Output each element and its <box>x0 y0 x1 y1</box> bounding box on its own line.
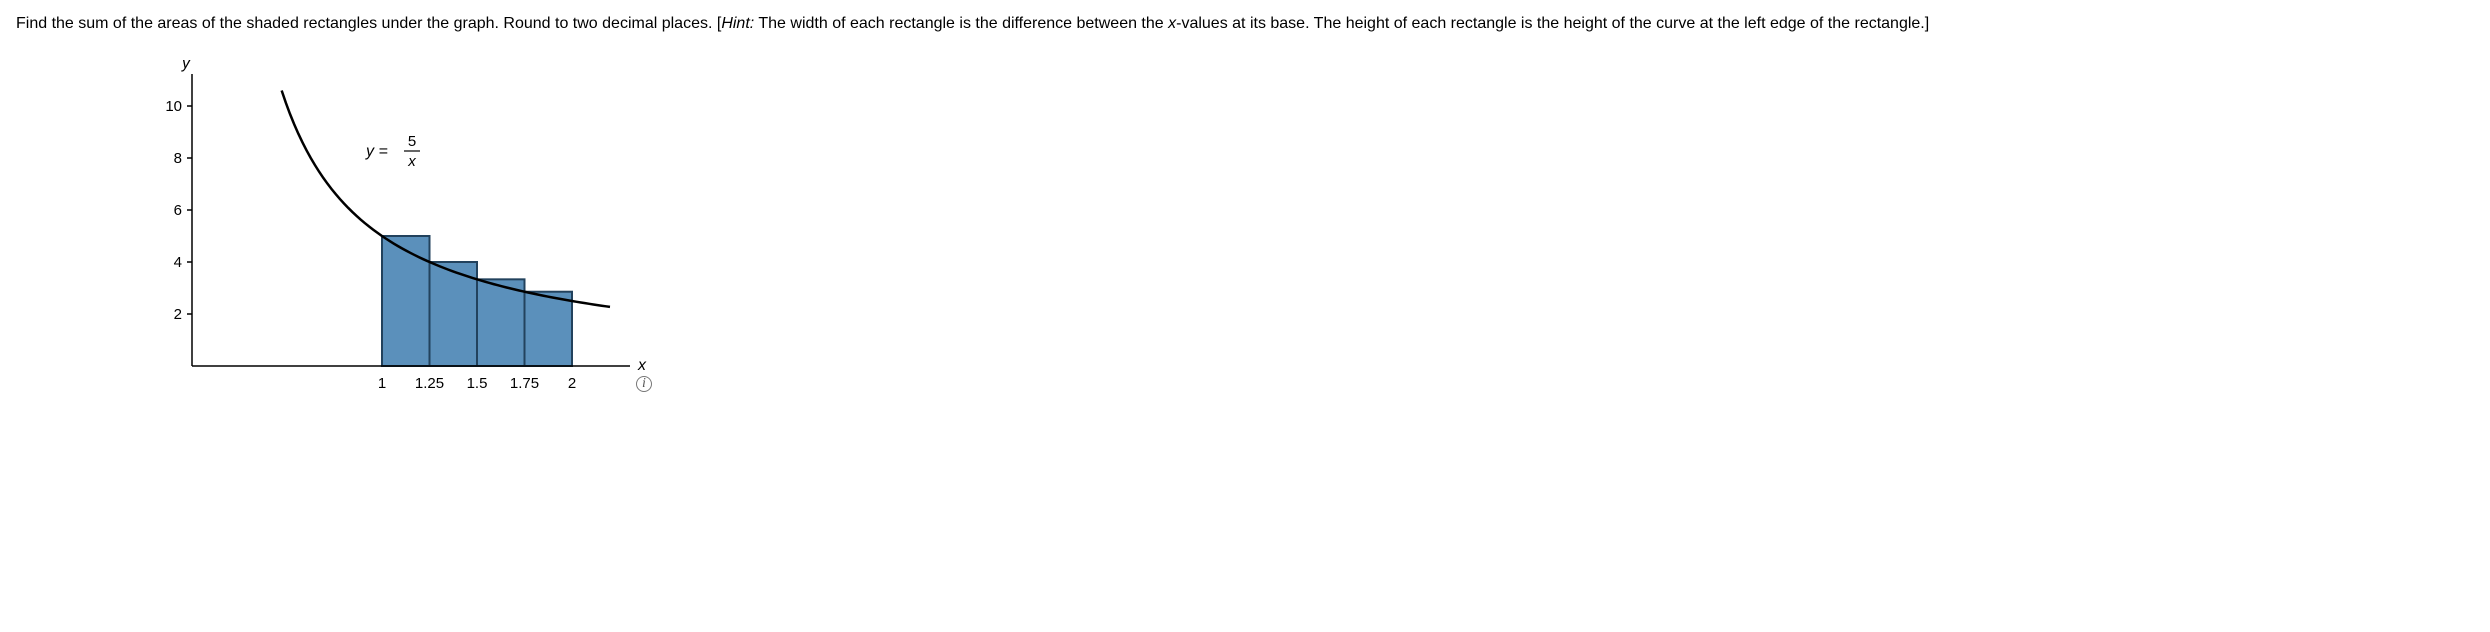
equation-denominator: x <box>407 153 416 170</box>
hint-text2: -values at its base. The height of each … <box>1176 15 1929 32</box>
x-axis-label: x <box>637 357 647 374</box>
xtick-label: 2 <box>568 375 576 392</box>
info-icon[interactable]: i <box>636 376 652 392</box>
ytick-label: 2 <box>174 306 182 323</box>
x-variable: x <box>1168 15 1176 32</box>
question-text: Find the sum of the areas of the shaded … <box>16 12 2474 36</box>
equation-lhs: y = <box>365 143 388 160</box>
equation-numerator: 5 <box>408 133 416 150</box>
xtick-label: 1 <box>378 375 386 392</box>
hint-text1: The width of each rectangle is the diffe… <box>754 15 1168 32</box>
xtick-label: 1.75 <box>510 375 539 392</box>
y-axis-label: y <box>181 60 191 72</box>
riemann-chart: 2 4 6 8 10 1 1.25 1.5 1.75 2 y x y = 5 x <box>136 60 656 410</box>
riemann-rectangle <box>525 292 573 366</box>
ytick-label: 8 <box>174 150 182 167</box>
ytick-label: 10 <box>165 98 182 115</box>
chart-container: 2 4 6 8 10 1 1.25 1.5 1.75 2 y x y = 5 x i <box>136 60 2474 415</box>
hint-label: Hint: <box>721 15 754 32</box>
question-part1: Find the sum of the areas of the shaded … <box>16 15 721 32</box>
riemann-rectangle <box>382 236 430 366</box>
xtick-label: 1.5 <box>467 375 488 392</box>
ytick-label: 4 <box>174 254 182 271</box>
riemann-rectangle <box>477 279 525 366</box>
ytick-label: 6 <box>174 202 182 219</box>
xtick-label: 1.25 <box>415 375 444 392</box>
